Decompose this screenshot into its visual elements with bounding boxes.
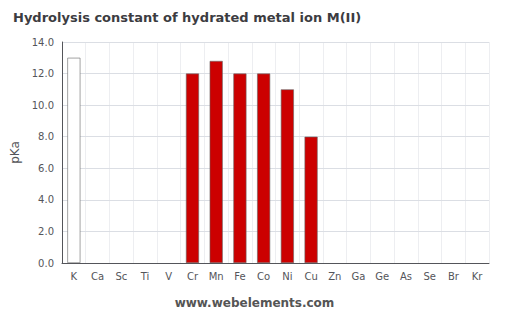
svg-text:V: V [165, 271, 172, 282]
svg-text:0.0: 0.0 [38, 258, 54, 269]
svg-text:Fe: Fe [234, 271, 245, 282]
svg-text:pKa: pKa [8, 141, 22, 164]
svg-text:Br: Br [448, 271, 460, 282]
svg-text:Ca: Ca [91, 271, 104, 282]
svg-text:4.0: 4.0 [38, 194, 54, 205]
svg-text:Hydrolysis constant of hydrate: Hydrolysis constant of hydrated metal io… [13, 10, 361, 25]
svg-text:Cu: Cu [304, 271, 317, 282]
svg-text:Ni: Ni [282, 271, 292, 282]
svg-text:8.0: 8.0 [38, 131, 54, 142]
svg-text:Co: Co [257, 271, 270, 282]
svg-text:www.webelements.com: www.webelements.com [175, 296, 335, 310]
svg-text:2.0: 2.0 [38, 226, 54, 237]
svg-text:Mn: Mn [209, 271, 224, 282]
svg-text:Sc: Sc [115, 271, 127, 282]
svg-text:14.0: 14.0 [32, 37, 54, 48]
svg-text:As: As [400, 271, 412, 282]
svg-text:Ti: Ti [140, 271, 150, 282]
svg-text:Ga: Ga [352, 271, 366, 282]
svg-text:Zn: Zn [328, 271, 341, 282]
svg-text:10.0: 10.0 [32, 100, 54, 111]
svg-text:Kr: Kr [472, 271, 484, 282]
svg-text:6.0: 6.0 [38, 163, 54, 174]
svg-text:Cr: Cr [187, 271, 199, 282]
svg-text:K: K [71, 271, 78, 282]
svg-text:12.0: 12.0 [32, 68, 54, 79]
svg-text:Ge: Ge [375, 271, 389, 282]
svg-text:Se: Se [423, 271, 436, 282]
